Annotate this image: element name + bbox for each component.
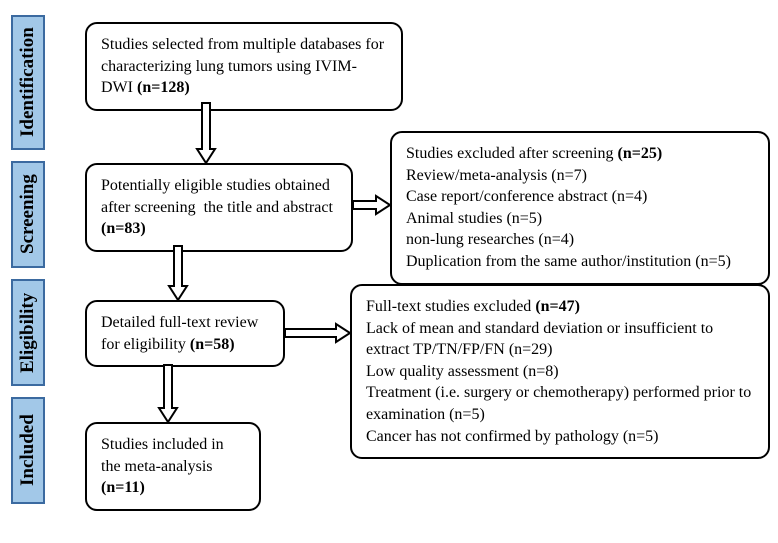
b2-text: Potentially eligible studies obtained af… xyxy=(101,177,337,216)
b2-count: (n=83) xyxy=(101,220,146,237)
flow-box-b2: Potentially eligible studies obtained af… xyxy=(85,163,353,252)
stage-label-eligibility: Eligibility xyxy=(11,279,45,386)
flow-box-b4: Studies included in the meta-analysis (n… xyxy=(85,422,261,511)
stage-label-screening: Screening xyxy=(11,161,45,268)
flow-box-b1: Studies selected from multiple databases… xyxy=(85,22,403,111)
arrow-right xyxy=(285,324,350,342)
ex2-line-3: Treatment (i.e. surgery or chemotherapy)… xyxy=(366,382,754,425)
ex1-line-0: Studies excluded after screening (n=25) xyxy=(406,143,754,165)
ex1-line-3: Animal studies (n=5) xyxy=(406,208,754,230)
arrow-right xyxy=(353,196,390,214)
ex2-line-0: Full-text studies excluded (n=47) xyxy=(366,296,754,318)
arrow-down xyxy=(159,365,177,422)
b4-count: (n=11) xyxy=(101,479,145,496)
arrow-down xyxy=(169,246,187,300)
ex1-line-5: Duplication from the same author/institu… xyxy=(406,251,754,273)
ex2-line-2: Low quality assessment (n=8) xyxy=(366,361,754,383)
b3-text: Detailed full-text review for eligibilit… xyxy=(101,314,262,353)
ex1-line-2: Case report/conference abstract (n=4) xyxy=(406,186,754,208)
b3-count: (n=58) xyxy=(190,336,235,353)
arrow-down xyxy=(197,103,215,163)
ex2-line-4: Cancer has not confirmed by pathology (n… xyxy=(366,426,754,448)
stage-label-identification: Identification xyxy=(11,15,45,150)
ex2-line-1: Lack of mean and standard deviation or i… xyxy=(366,318,754,361)
ex1-line-4: non-lung researches (n=4) xyxy=(406,229,754,251)
stage-label-included: Included xyxy=(11,397,45,504)
exclusion-box-ex1: Studies excluded after screening (n=25)R… xyxy=(390,131,770,285)
ex1-line-1: Review/meta-analysis (n=7) xyxy=(406,165,754,187)
b1-count: (n=128) xyxy=(137,79,190,96)
exclusion-box-ex2: Full-text studies excluded (n=47)Lack of… xyxy=(350,284,770,459)
b4-text: Studies included in the meta-analysis xyxy=(101,436,228,475)
flow-box-b3: Detailed full-text review for eligibilit… xyxy=(85,300,285,367)
